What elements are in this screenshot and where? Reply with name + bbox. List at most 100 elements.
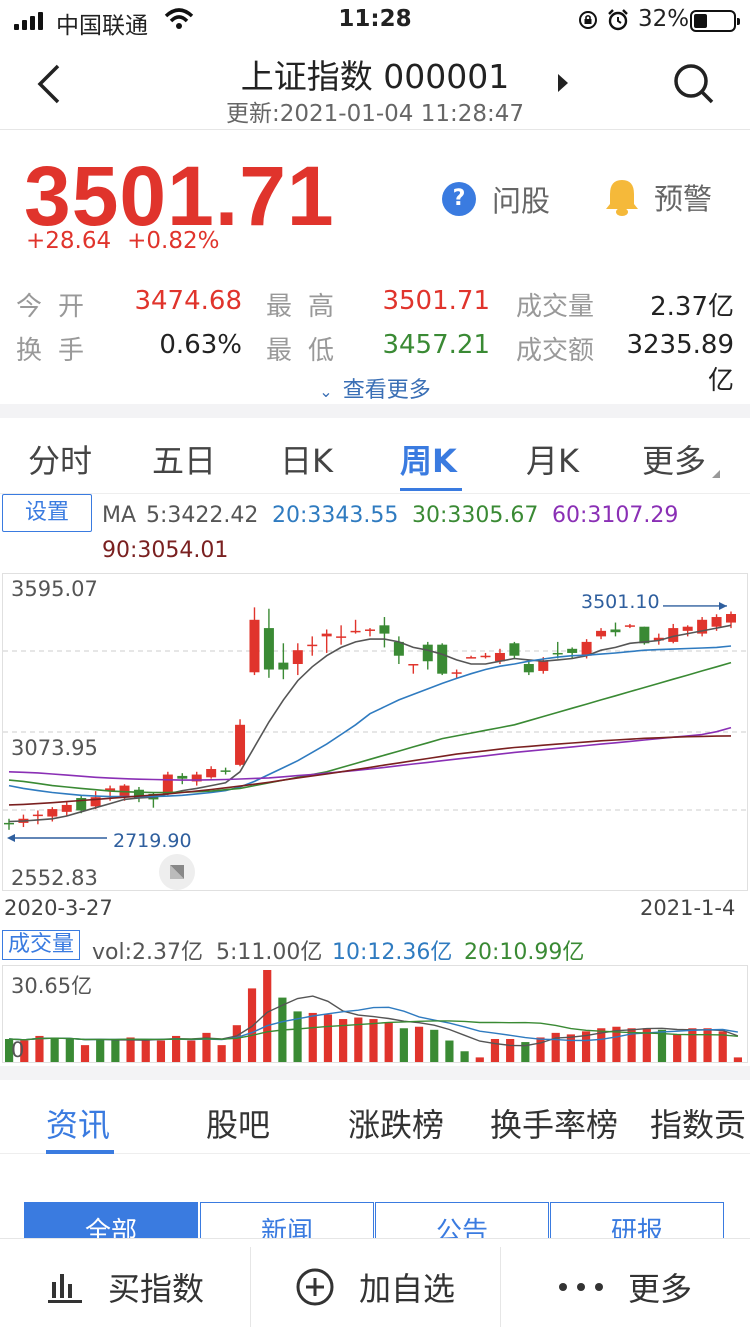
tab-gainers-losers[interactable]: 涨跌榜 <box>348 1106 445 1144</box>
candle-body <box>133 789 144 799</box>
volume-bar <box>642 1028 651 1062</box>
tab-daily-k[interactable]: 日K <box>280 442 333 480</box>
min-price-label: 2719.90 <box>113 830 192 852</box>
volume-bar <box>20 1040 29 1062</box>
tab-more[interactable]: 更多 <box>642 442 707 480</box>
candle-body <box>206 769 217 778</box>
add-watchlist-label: 加自选 <box>358 1270 455 1308</box>
x-axis-start-label: 2020-3-27 <box>4 896 113 920</box>
volume-chart[interactable]: 30.65亿 0 <box>2 965 748 1063</box>
next-stock-icon[interactable] <box>556 72 570 94</box>
candle-body <box>552 652 563 655</box>
volume-bar <box>536 1037 545 1062</box>
ask-stock-label: 问股 <box>492 184 551 218</box>
candle-body <box>523 664 534 673</box>
candlestick-chart[interactable]: 3595.07 3073.95 2552.83 3501.10 2719.90 <box>2 573 748 891</box>
volume-bar <box>703 1028 712 1062</box>
tab-turnover-rank[interactable]: 换手率榜 <box>490 1106 619 1144</box>
ma5-value: 5:3422.42 <box>146 503 259 528</box>
candle-body <box>610 629 621 633</box>
volume-bar <box>247 988 257 1062</box>
volume-bar <box>581 1031 591 1062</box>
candle-body <box>307 644 318 647</box>
volume-label: 成交量 <box>516 292 595 322</box>
vol-ma10: 10:12.36亿 <box>332 940 453 965</box>
volume-bar <box>96 1038 105 1062</box>
volume-ma-line <box>9 1020 738 1041</box>
ask-stock-button[interactable]: ? 问股 <box>442 178 550 220</box>
settings-button[interactable]: 设置 <box>2 494 92 532</box>
volume-svg <box>5 969 742 1062</box>
volume-bar <box>597 1028 606 1062</box>
current-price: 3501.71 <box>24 149 335 243</box>
candle-body <box>422 644 433 662</box>
candlestick-svg <box>3 601 747 842</box>
buy-index-button[interactable]: 买指数 <box>0 1239 250 1334</box>
candle-body <box>711 617 722 627</box>
candle-body <box>697 619 708 634</box>
candle-body <box>4 822 14 825</box>
update-time: 更新:2021-01-04 11:28:47 <box>225 101 525 127</box>
volume-bar <box>490 1038 500 1062</box>
volume-bar <box>460 1051 469 1062</box>
ma-line <box>8 645 732 798</box>
candle-body <box>596 630 607 637</box>
candle-body <box>32 814 43 817</box>
info-tabs: 资讯 股吧 涨跌榜 换手率榜 指数贡 <box>0 1084 750 1154</box>
tab-forum[interactable]: 股吧 <box>206 1106 271 1144</box>
tab-index-contribution[interactable]: 指数贡 <box>650 1106 747 1144</box>
tab-five-day[interactable]: 五日 <box>152 442 217 480</box>
divider <box>0 404 750 418</box>
amount-label: 成交额 <box>516 336 595 366</box>
volume-bar <box>384 1022 393 1062</box>
y-axis-bottom-label: 2552.83 <box>11 866 98 890</box>
candle-body <box>191 774 202 782</box>
more-dots-icon <box>558 1283 603 1291</box>
candle-body <box>653 637 664 641</box>
candle-body <box>726 613 736 623</box>
tab-weekly-k[interactable]: 周K <box>400 442 457 480</box>
add-watchlist-button[interactable]: 加自选 <box>250 1239 500 1334</box>
candle-body <box>639 626 650 644</box>
fullscreen-icon[interactable] <box>159 854 195 890</box>
status-time: 11:28 <box>338 6 412 32</box>
volume-bar <box>521 1042 530 1062</box>
ma90-value: 90:3054.01 <box>102 538 229 563</box>
candle-body <box>451 672 462 674</box>
candle-body <box>393 641 404 656</box>
volume-bar <box>566 1034 575 1062</box>
volume-bar <box>627 1028 636 1062</box>
candle-body <box>47 809 58 817</box>
volume-bar <box>80 1045 90 1062</box>
volume-bar <box>202 1032 211 1062</box>
candle-body <box>567 648 578 653</box>
volume-bar <box>172 1035 181 1062</box>
ma-line <box>8 661 732 794</box>
tab-news[interactable]: 资讯 <box>46 1106 111 1144</box>
status-bar: 中国联通 11:28 32% <box>0 0 750 42</box>
tab-intraday[interactable]: 分时 <box>28 442 93 480</box>
bottom-action-bar: 买指数 加自选 更多 <box>0 1238 750 1334</box>
turnover-label: 换手 <box>16 336 101 366</box>
back-arrow-icon[interactable] <box>34 62 62 106</box>
volume-y-top-label: 30.65亿 <box>11 974 93 998</box>
tab-monthly-k[interactable]: 月K <box>526 442 579 480</box>
price-alert-button[interactable]: 预警 <box>604 176 712 218</box>
high-value: 3501.71 <box>382 286 490 316</box>
amount-value: 3235.89亿 <box>626 330 734 396</box>
period-tabs: 分时 五日 日K 周K 月K 更多 <box>0 420 750 494</box>
more-actions-button[interactable]: 更多 <box>500 1239 750 1334</box>
turnover-value: 0.63% <box>159 330 242 360</box>
volume-bar <box>187 1040 196 1062</box>
bar-chart-icon <box>47 1274 82 1303</box>
ma60-value: 60:3107.29 <box>552 503 679 528</box>
active-tab-indicator <box>400 488 462 491</box>
divider <box>250 1247 251 1327</box>
volume-indicator-button[interactable]: 成交量 <box>2 930 80 960</box>
search-icon[interactable] <box>672 62 716 106</box>
candle-body <box>480 655 491 658</box>
view-more-link[interactable]: ⌄ 查看更多 <box>0 372 750 404</box>
min-marker-arrow <box>7 834 15 842</box>
ma30-value: 30:3305.67 <box>412 503 539 528</box>
candle-body <box>437 644 448 674</box>
